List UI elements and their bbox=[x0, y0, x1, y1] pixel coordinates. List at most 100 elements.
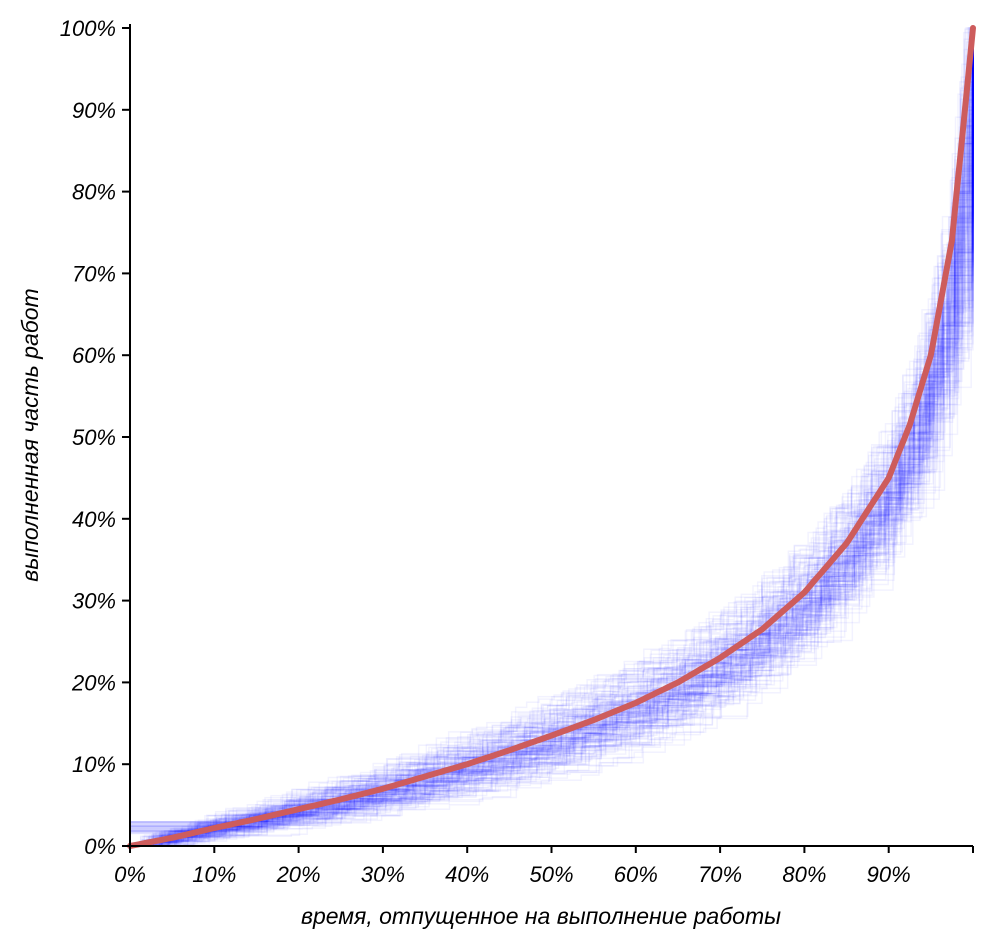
simulation-run bbox=[130, 28, 974, 847]
simulation-run bbox=[130, 28, 974, 830]
simulation-run bbox=[130, 28, 974, 847]
simulation-run bbox=[130, 28, 974, 826]
simulation-run bbox=[130, 27, 973, 825]
simulation-run bbox=[130, 28, 974, 847]
simulation-run bbox=[130, 28, 974, 847]
x-axis-title: время, отпущенное на выполнение работы bbox=[301, 903, 781, 929]
simulation-run bbox=[130, 27, 973, 847]
simulation-run bbox=[130, 28, 974, 847]
simulation-run bbox=[130, 28, 974, 832]
x-tick-label: 0% bbox=[114, 862, 146, 887]
y-tick-label: 60% bbox=[72, 343, 116, 368]
simulation-run bbox=[130, 28, 974, 847]
simulation-run bbox=[130, 28, 974, 847]
simulation-run bbox=[130, 28, 974, 823]
y-tick-label: 90% bbox=[72, 98, 116, 123]
simulation-run bbox=[130, 28, 974, 847]
simulation-run bbox=[130, 28, 974, 847]
simulation-run bbox=[130, 27, 973, 847]
simulation-run bbox=[130, 28, 974, 847]
y-tick-label: 70% bbox=[72, 261, 116, 286]
y-tick-label: 50% bbox=[72, 425, 116, 450]
simulation-run bbox=[130, 28, 974, 847]
simulation-run bbox=[130, 28, 974, 832]
simulation-run bbox=[130, 28, 974, 847]
simulation-run bbox=[130, 28, 974, 847]
simulation-run bbox=[130, 28, 974, 847]
simulation-run bbox=[130, 28, 974, 833]
simulation-run bbox=[130, 28, 974, 847]
simulation-run bbox=[130, 28, 974, 847]
simulation-run bbox=[130, 28, 974, 823]
simulation-run bbox=[130, 28, 974, 834]
simulation-run bbox=[130, 28, 974, 847]
simulation-run bbox=[130, 27, 974, 847]
simulation-run bbox=[130, 28, 974, 847]
simulation-run bbox=[130, 28, 974, 847]
simulation-run bbox=[130, 27, 973, 828]
simulation-run bbox=[130, 28, 974, 847]
simulation-run bbox=[130, 28, 974, 824]
simulation-run bbox=[130, 28, 974, 847]
simulation-run bbox=[130, 28, 974, 827]
mean-curve bbox=[127, 25, 976, 849]
simulation-run bbox=[130, 28, 974, 847]
simulation-run bbox=[130, 28, 974, 847]
ticks: 0% 10% 20% 30% 40% 50% 60% 70% 80% 90% 0% 10% 20% 30%… bbox=[60, 16, 974, 887]
simulation-run bbox=[130, 28, 974, 831]
simulation-run bbox=[130, 28, 974, 847]
x-tick-label: 60% bbox=[614, 862, 658, 887]
simulation-runs bbox=[130, 27, 974, 847]
simulation-run bbox=[130, 28, 974, 847]
simulation-run bbox=[130, 28, 974, 847]
simulation-run bbox=[130, 28, 974, 847]
simulation-run bbox=[130, 28, 974, 847]
simulation-run bbox=[130, 28, 974, 847]
simulation-run bbox=[130, 28, 974, 847]
simulation-run bbox=[130, 28, 974, 847]
y-tick-label: 40% bbox=[72, 507, 116, 532]
simulation-run bbox=[130, 28, 974, 830]
simulation-run bbox=[130, 28, 974, 847]
simulation-run bbox=[130, 27, 974, 847]
y-tick-label: 80% bbox=[72, 180, 116, 205]
simulation-run bbox=[130, 28, 974, 847]
simulation-run bbox=[130, 28, 974, 832]
simulation-run bbox=[130, 28, 974, 847]
simulation-run bbox=[130, 28, 974, 847]
simulation-run bbox=[130, 28, 974, 847]
simulation-run bbox=[130, 28, 974, 823]
simulation-run bbox=[130, 28, 974, 847]
simulation-run bbox=[130, 28, 974, 847]
simulation-run bbox=[130, 28, 974, 847]
simulation-run bbox=[130, 28, 974, 847]
simulation-run bbox=[130, 28, 974, 847]
y-tick-label: 0% bbox=[84, 834, 116, 859]
x-tick-label: 30% bbox=[361, 862, 405, 887]
y-axis-title: выполненная часть работ bbox=[17, 288, 43, 581]
simulation-run bbox=[130, 28, 974, 847]
simulation-run bbox=[130, 28, 974, 847]
simulation-run bbox=[130, 28, 974, 847]
simulation-run bbox=[130, 28, 974, 824]
simulation-run bbox=[130, 28, 974, 847]
simulation-run bbox=[130, 28, 974, 847]
simulation-run bbox=[130, 28, 974, 847]
simulation-run bbox=[130, 28, 974, 847]
simulation-run bbox=[130, 28, 974, 830]
axes: 0% 10% 20% 30% 40% 50% 60% 70% 80% 90% 0% 10% 20% 30%… bbox=[60, 16, 974, 887]
simulation-run bbox=[130, 28, 974, 847]
y-tick-label: 100% bbox=[60, 16, 116, 41]
x-tick-label: 40% bbox=[445, 862, 489, 887]
simulation-run bbox=[130, 28, 974, 847]
simulation-run bbox=[130, 28, 974, 847]
simulation-run bbox=[130, 28, 974, 847]
simulation-run bbox=[130, 28, 974, 847]
simulation-run bbox=[130, 28, 974, 847]
y-tick-label: 20% bbox=[71, 670, 116, 695]
simulation-run bbox=[130, 28, 974, 847]
simulation-run bbox=[130, 28, 974, 847]
x-tick-label: 90% bbox=[867, 862, 911, 887]
x-tick-label: 50% bbox=[529, 862, 573, 887]
